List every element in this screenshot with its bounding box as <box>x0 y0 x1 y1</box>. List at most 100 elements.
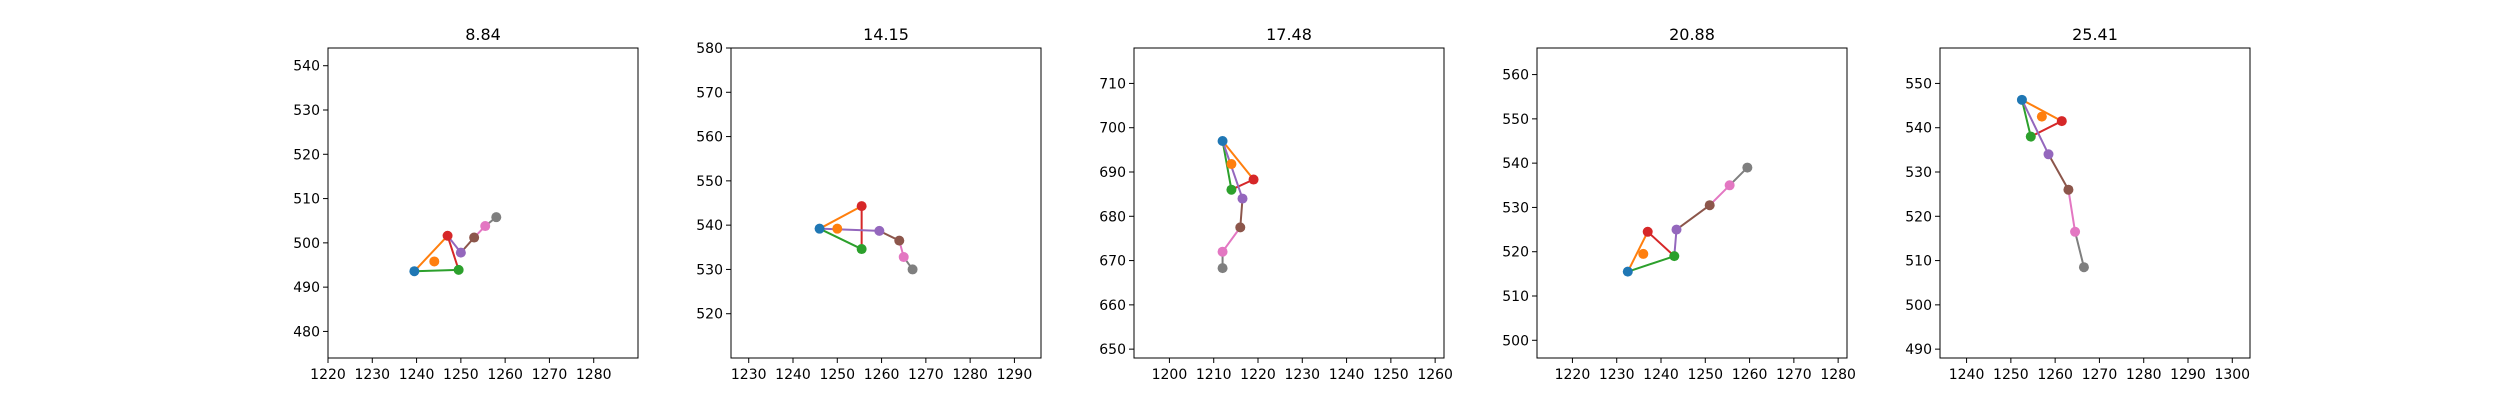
data-point <box>1226 159 1237 170</box>
data-point <box>874 225 885 236</box>
segment-line <box>1626 255 1676 273</box>
segment-line <box>2067 188 2077 233</box>
y-tick-label: 570 <box>696 85 723 101</box>
y-tick-label: 580 <box>696 41 723 57</box>
x-tick-label: 1250 <box>1687 367 1723 383</box>
y-tick-label: 550 <box>1502 112 1529 128</box>
y-tick-label: 540 <box>696 218 723 234</box>
segment-line <box>446 234 460 271</box>
subplot-2: 14.15 1230 1240 1250 1260 1270 1280 1290 520 530 5… <box>696 25 1042 383</box>
y-tick-label: 710 <box>1099 76 1126 92</box>
x-tick-label: 1280 <box>2126 367 2162 383</box>
segment-line <box>1626 230 1649 273</box>
data-point <box>907 264 918 275</box>
data-point <box>814 223 825 234</box>
segment-line <box>413 268 460 273</box>
y-tick-label: 510 <box>293 192 320 208</box>
x-tick-label: 1250 <box>1993 367 2029 383</box>
data-point <box>1638 248 1649 259</box>
y-tick-label: 530 <box>696 262 723 278</box>
data-point <box>1226 184 1237 195</box>
x-tick-label: 1230 <box>1284 367 1320 383</box>
data-point <box>442 230 453 241</box>
y-tick-label: 540 <box>293 59 320 75</box>
y-tick-label: 490 <box>1905 342 1932 358</box>
data-point <box>409 266 420 277</box>
data-point <box>1669 251 1680 262</box>
y-tick-label: 550 <box>696 174 723 190</box>
y-tick-label: 530 <box>293 103 320 119</box>
data-point <box>1217 246 1228 257</box>
axes-frame <box>1133 47 1445 359</box>
x-tick-label: 1250 <box>443 367 479 383</box>
x-tick-label: 1250 <box>819 367 855 383</box>
x-tick-label: 1270 <box>908 367 944 383</box>
data-point <box>429 256 440 267</box>
segment-line <box>2047 153 2070 191</box>
data-point <box>2070 226 2081 237</box>
data-point <box>480 221 491 232</box>
x-tick-label: 1240 <box>775 367 811 383</box>
data-point <box>1622 266 1633 277</box>
subplot-title: 8.84 <box>465 25 501 44</box>
segment-line <box>818 227 881 232</box>
x-tick-label: 1280 <box>952 367 988 383</box>
segment-line <box>1221 140 1244 200</box>
y-tick-label: 550 <box>1905 76 1932 92</box>
axes-frame <box>327 47 639 359</box>
data-point <box>2063 184 2074 195</box>
segment-line <box>1221 226 1242 253</box>
data-point <box>469 232 480 243</box>
y-tick-label: 510 <box>1905 254 1932 270</box>
x-tick-label: 1260 <box>1417 367 1453 383</box>
subplot-title: 20.88 <box>1669 25 1715 44</box>
data-point <box>455 247 466 258</box>
y-tick-label: 670 <box>1099 254 1126 270</box>
data-point <box>491 212 502 223</box>
x-tick-label: 1260 <box>487 367 523 383</box>
x-tick-label: 1260 <box>2037 367 2073 383</box>
data-point <box>1235 222 1246 233</box>
data-point <box>1704 200 1715 211</box>
y-tick-label: 530 <box>1502 200 1529 216</box>
x-tick-label: 1270 <box>532 367 568 383</box>
y-tick-label: 700 <box>1099 121 1126 137</box>
data-point <box>2016 94 2027 105</box>
y-tick-label: 480 <box>293 324 320 340</box>
y-tick-label: 560 <box>696 130 723 146</box>
x-tick-label: 1220 <box>310 367 346 383</box>
x-tick-label: 1240 <box>1949 367 1985 383</box>
y-tick-label: 520 <box>1905 209 1932 225</box>
x-tick-label: 1230 <box>731 367 767 383</box>
segment-line <box>413 234 449 273</box>
x-tick-label: 1230 <box>1599 367 1635 383</box>
data-point <box>1671 224 1682 235</box>
data-point <box>2036 111 2047 122</box>
data-point <box>856 244 867 255</box>
x-tick-label: 1250 <box>1373 367 1409 383</box>
y-tick-label: 540 <box>1905 121 1932 137</box>
axes-frame <box>1939 47 2251 359</box>
data-point <box>1642 226 1653 237</box>
y-tick-label: 530 <box>1905 165 1932 181</box>
y-tick-label: 500 <box>293 236 320 252</box>
subplot-1: 8.84 1220 1230 1240 1250 1260 1270 1280 480 490 50… <box>293 25 639 383</box>
x-tick-label: 1270 <box>1776 367 1812 383</box>
x-tick-label: 1240 <box>1643 367 1679 383</box>
segment-line <box>1221 140 1255 181</box>
x-tick-label: 1260 <box>864 367 900 383</box>
data-point <box>832 223 843 234</box>
x-tick-label: 1240 <box>399 367 435 383</box>
x-tick-label: 1290 <box>2170 367 2206 383</box>
data-point <box>2056 116 2067 127</box>
y-tick-label: 500 <box>1502 333 1529 349</box>
segment-line <box>2020 98 2032 138</box>
y-tick-label: 680 <box>1099 209 1126 225</box>
segment-line <box>818 227 863 251</box>
data-point <box>2043 149 2054 160</box>
y-tick-label: 500 <box>1905 298 1932 314</box>
x-tick-label: 1290 <box>997 367 1033 383</box>
data-point <box>453 264 464 275</box>
subplot-title: 14.15 <box>863 25 909 44</box>
